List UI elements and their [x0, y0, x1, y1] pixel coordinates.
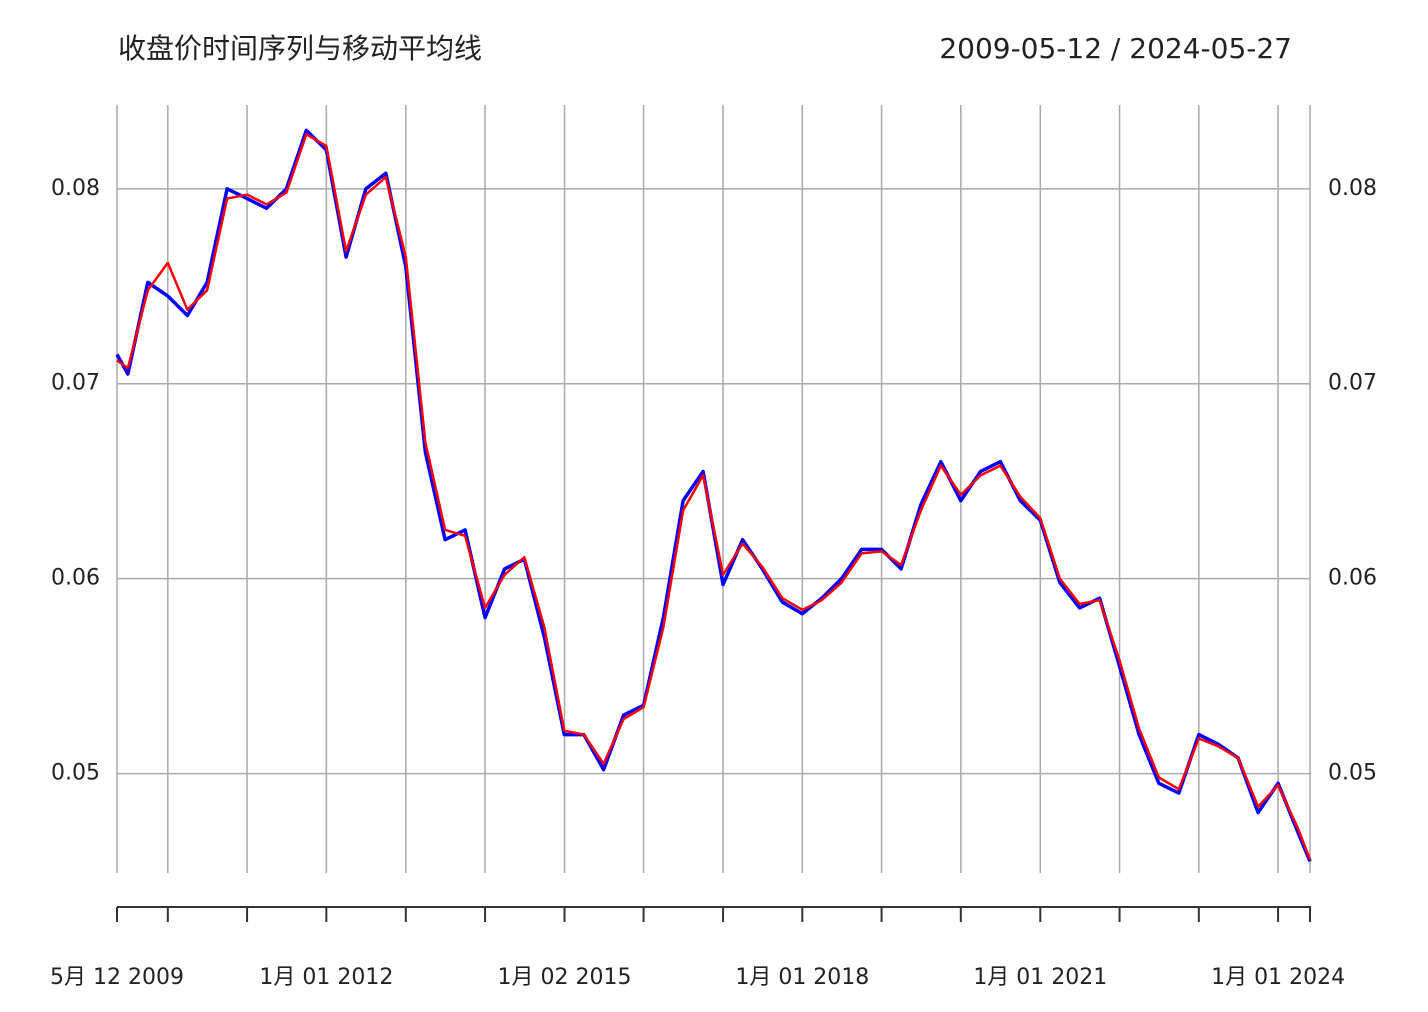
chart-title: 收盘价时间序列与移动平均线	[118, 32, 482, 65]
x-tick-label: 1月 02 2015	[498, 965, 632, 990]
series-line	[116, 132, 1312, 860]
y-tick-label: 0.06	[51, 566, 100, 591]
x-tick-label: 5月 12 2009	[50, 965, 184, 990]
series-line	[115, 128, 1312, 862]
x-tick-label: 1月 01 2012	[259, 965, 393, 990]
y-tick-label-right: 0.06	[1328, 566, 1377, 591]
x-tick-label: 1月 01 2021	[973, 965, 1107, 990]
y-tick-label-right: 0.07	[1328, 371, 1377, 396]
y-tick-label: 0.08	[51, 176, 100, 201]
y-tick-label-right: 0.08	[1328, 176, 1377, 201]
y-tick-label: 0.05	[51, 761, 100, 786]
x-tick-label: 1月 01 2024	[1211, 965, 1345, 990]
y-tick-label-right: 0.05	[1328, 761, 1377, 786]
date-range: 2009-05-12 / 2024-05-27	[939, 32, 1292, 65]
y-tick-label: 0.07	[51, 371, 100, 396]
x-tick-label: 1月 01 2018	[735, 965, 869, 990]
